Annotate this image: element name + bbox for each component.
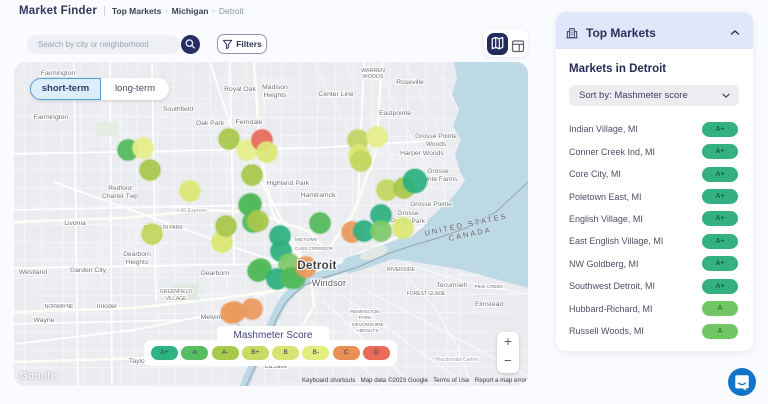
svg-text:MIDTOWN: MIDTOWN [295,237,317,242]
svg-text:LaSalle: LaSalle [265,363,288,370]
svg-text:Center Line: Center Line [318,91,353,98]
svg-text:Redford: Redford [108,185,132,192]
svg-text:Roseville: Roseville [396,79,424,86]
svg-text:Wayne: Wayne [34,317,55,324]
svg-text:VILLAGE: VILLAGE [166,296,188,302]
svg-text:CASS CORRIDOR: CASS CORRIDOR [295,246,334,251]
svg-text:Elmstead: Elmstead [475,301,504,308]
svg-text:RIVERSIDE: RIVERSIDE [387,267,416,273]
svg-text:Royal Oak: Royal Oak [224,86,256,93]
svg-text:Grosse: Grosse [397,210,419,217]
svg-text:Harper Woods: Harper Woods [400,150,444,157]
svg-text:FRANKLIN PARK: FRANKLIN PARK [143,225,183,231]
svg-text:Heights: Heights [126,259,149,266]
svg-text:Taylor: Taylor [129,358,148,365]
svg-text:DEVONSHIRE: DEVONSHIRE [352,322,384,328]
svg-text:Southfield: Southfield [163,106,193,113]
svg-text:Oak Park: Oak Park [196,120,225,127]
svg-text:Detroit: Detroit [297,260,336,272]
svg-text:HEIGHTS: HEIGHTS [357,328,378,334]
svg-text:Heights: Heights [263,92,287,99]
svg-text:Highland Park: Highland Park [267,180,310,187]
svg-text:WOODS: WOODS [363,74,384,80]
svg-text:Madison: Madison [262,84,288,91]
svg-text:Eastpointe: Eastpointe [379,110,411,117]
svg-text:Pointe Farms: Pointe Farms [418,176,458,183]
svg-text:Westland: Westland [19,269,47,276]
svg-text:Grosse Pointe: Grosse Pointe [410,201,452,208]
svg-text:Inkster: Inkster [97,303,118,310]
svg-text:Macdonald-Cartier: Macdonald-Cartier [436,357,479,363]
svg-text:Garden City: Garden City [70,267,107,274]
svg-text:Dearborn: Dearborn [201,270,230,277]
svg-text:NORWAYNE: NORWAYNE [45,304,74,310]
svg-text:WARREN: WARREN [361,68,385,74]
svg-text:Livonia: Livonia [64,220,86,227]
svg-text:Tecumseh: Tecumseh [437,282,468,289]
svg-text:FOREST GLADE: FOREST GLADE [407,291,446,297]
svg-text:GREENFIELD: GREENFIELD [160,289,192,295]
svg-text:Ferndale: Ferndale [236,119,263,126]
svg-text:PIKE CREEK: PIKE CREEK [475,284,505,290]
svg-text:PARK: PARK [359,315,373,321]
svg-text:I-96 Express: I-96 Express [177,208,208,214]
svg-text:Dearborn: Dearborn [123,251,151,258]
svg-text:Grosse: Grosse [427,168,449,175]
svg-text:Hamtramck: Hamtramck [301,192,336,199]
svg-text:Farmington: Farmington [34,114,69,121]
svg-text:Grosse Pointe: Grosse Pointe [415,133,457,140]
svg-text:Farmington: Farmington [41,70,76,77]
svg-text:Charter Twp: Charter Twp [102,193,138,200]
svg-text:Melvindale: Melvindale [201,314,234,321]
svg-text:REMINGTON: REMINGTON [350,309,380,315]
svg-text:Woods: Woods [426,141,447,148]
svg-text:Windsor: Windsor [312,278,346,288]
